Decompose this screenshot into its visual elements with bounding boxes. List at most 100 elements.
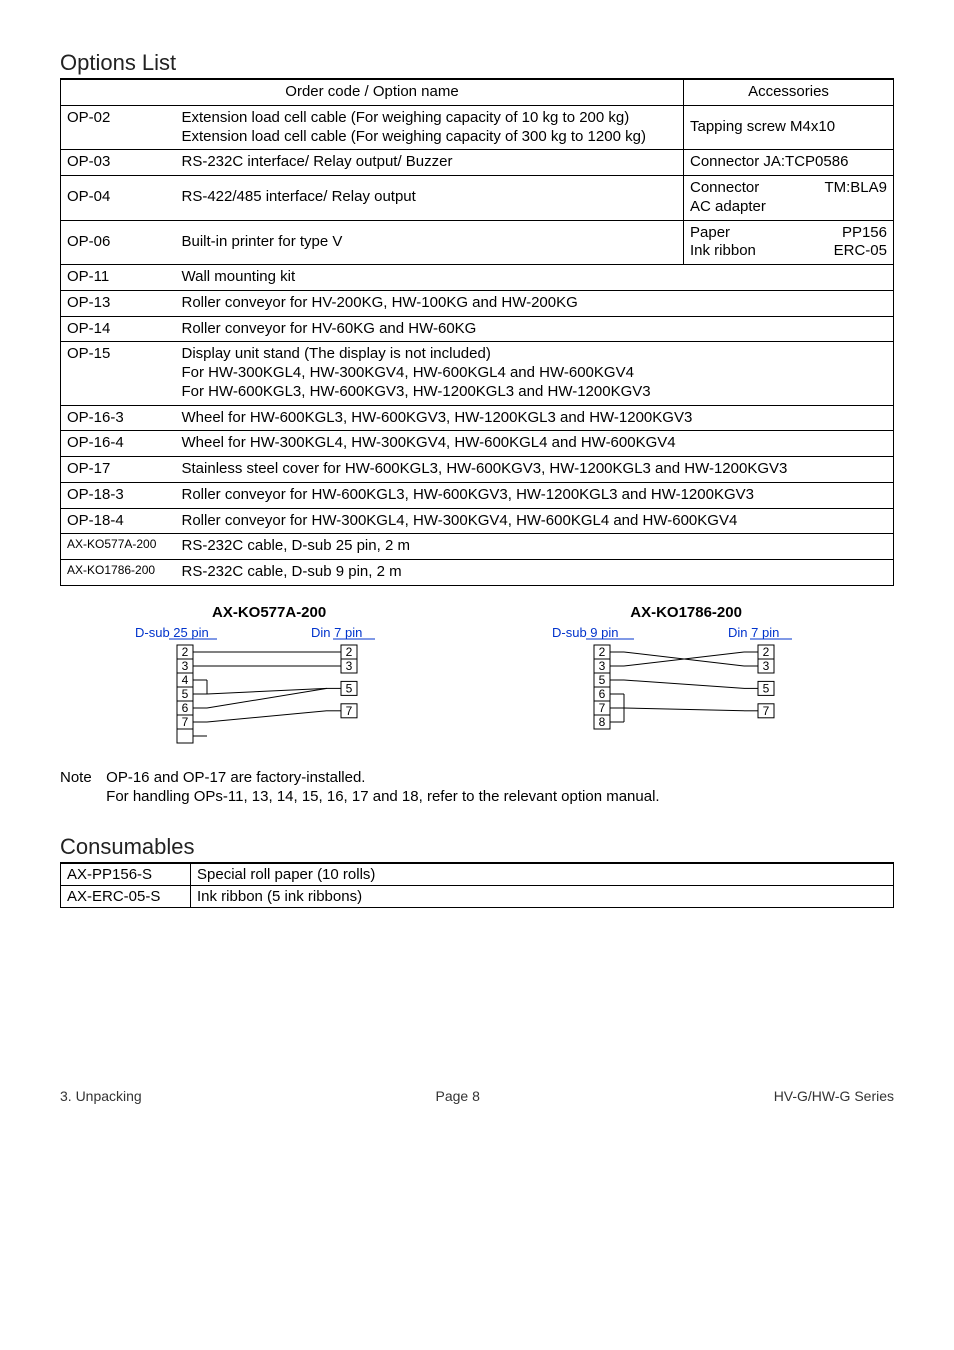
option-desc: RS-232C cable, D-sub 9 pin, 2 m <box>176 560 894 586</box>
option-code: OP-18-3 <box>61 482 176 508</box>
table-row: AX-KO1786-200RS-232C cable, D-sub 9 pin,… <box>61 560 894 586</box>
svg-text:7: 7 <box>181 715 188 729</box>
option-code: OP-17 <box>61 457 176 483</box>
option-code: AX-KO1786-200 <box>61 560 176 586</box>
svg-text:3: 3 <box>598 659 605 673</box>
consumable-code: AX-PP156-S <box>61 864 191 886</box>
option-desc: Roller conveyor for HW-600KGL3, HW-600KG… <box>176 482 894 508</box>
note-line1: OP-16 and OP-17 are factory-installed. <box>106 769 365 786</box>
consumables-table: AX-PP156-SSpecial roll paper (10 rolls)A… <box>60 863 894 908</box>
table-row: AX-KO577A-200RS-232C cable, D-sub 25 pin… <box>61 534 894 560</box>
table-row: OP-18-4Roller conveyor for HW-300KGL4, H… <box>61 508 894 534</box>
table-row: OP-14Roller conveyor for HV-60KG and HW-… <box>61 316 894 342</box>
svg-text:D-sub 9 pin: D-sub 9 pin <box>552 625 618 640</box>
option-code: OP-15 <box>61 342 176 405</box>
option-accessory: Tapping screw M4x10 <box>684 105 894 150</box>
footer-mid: Page 8 <box>436 1088 480 1104</box>
svg-text:2: 2 <box>598 645 605 659</box>
options-table: Order code / Option nameAccessoriesOP-02… <box>60 79 894 586</box>
option-desc: Extension load cell cable (For weighing … <box>176 105 684 150</box>
table-row: OP-03RS-232C interface/ Relay output/ Bu… <box>61 150 894 176</box>
svg-text:5: 5 <box>181 687 188 701</box>
cable-diagram-right: D-sub 9 pinDin 7 pin2356782357 <box>546 625 826 755</box>
option-desc: Wall mounting kit <box>176 265 894 291</box>
svg-text:Din 7 pin: Din 7 pin <box>311 625 362 640</box>
svg-text:2: 2 <box>181 645 188 659</box>
option-desc: Wheel for HW-600KGL3, HW-600KGV3, HW-120… <box>176 405 894 431</box>
cable-titles: AX-KO577A-200 AX-KO1786-200 <box>60 604 894 621</box>
options-list-heading: Options List <box>60 50 894 79</box>
svg-text:5: 5 <box>762 681 769 695</box>
option-desc: RS-232C cable, D-sub 25 pin, 2 m <box>176 534 894 560</box>
table-row: AX-PP156-SSpecial roll paper (10 rolls) <box>61 864 894 886</box>
svg-text:3: 3 <box>345 659 352 673</box>
svg-text:Din 7 pin: Din 7 pin <box>728 625 779 640</box>
option-code: AX-KO577A-200 <box>61 534 176 560</box>
table-row: OP-06Built-in printer for type VPaperPP1… <box>61 220 894 265</box>
options-header-left: Order code / Option name <box>61 80 684 106</box>
option-desc: Wheel for HW-300KGL4, HW-300KGV4, HW-600… <box>176 431 894 457</box>
svg-text:3: 3 <box>762 659 769 673</box>
option-desc: Display unit stand (The display is not i… <box>176 342 894 405</box>
footer-left: 3. Unpacking <box>60 1088 142 1104</box>
options-title: Options List <box>60 50 894 76</box>
cable-left-title: AX-KO577A-200 <box>212 604 326 621</box>
option-code: OP-03 <box>61 150 176 176</box>
table-row: OP-18-3Roller conveyor for HW-600KGL3, H… <box>61 482 894 508</box>
table-row: AX-ERC-05-SInk ribbon (5 ink ribbons) <box>61 886 894 908</box>
svg-text:6: 6 <box>598 687 605 701</box>
svg-text:3: 3 <box>181 659 188 673</box>
note-block: Note OP-16 and OP-17 are factory-install… <box>60 769 894 807</box>
consumable-desc: Ink ribbon (5 ink ribbons) <box>191 886 894 908</box>
svg-text:4: 4 <box>181 673 188 687</box>
option-accessory: ConnectorTM:BLA9AC adapter <box>684 176 894 221</box>
option-desc: Roller conveyor for HW-300KGL4, HW-300KG… <box>176 508 894 534</box>
option-code: OP-11 <box>61 265 176 291</box>
option-desc: Roller conveyor for HV-60KG and HW-60KG <box>176 316 894 342</box>
option-accessory: Connector JA:TCP0586 <box>684 150 894 176</box>
option-code: OP-18-4 <box>61 508 176 534</box>
table-row: OP-16-3Wheel for HW-600KGL3, HW-600KGV3,… <box>61 405 894 431</box>
note-label: Note <box>60 769 102 788</box>
option-code: OP-13 <box>61 290 176 316</box>
consumables-title: Consumables <box>60 834 894 860</box>
table-row: OP-16-4Wheel for HW-300KGL4, HW-300KGV4,… <box>61 431 894 457</box>
options-header-right: Accessories <box>684 80 894 106</box>
svg-text:2: 2 <box>762 645 769 659</box>
option-code: OP-02 <box>61 105 176 150</box>
table-row: OP-04RS-422/485 interface/ Relay outputC… <box>61 176 894 221</box>
svg-text:7: 7 <box>345 704 352 718</box>
note-line2: For handling OPs-11, 13, 14, 15, 16, 17 … <box>106 788 659 805</box>
table-row: OP-02Extension load cell cable (For weig… <box>61 105 894 150</box>
svg-text:2: 2 <box>345 645 352 659</box>
svg-text:8: 8 <box>598 715 605 729</box>
svg-text:5: 5 <box>598 673 605 687</box>
consumable-code: AX-ERC-05-S <box>61 886 191 908</box>
option-code: OP-16-3 <box>61 405 176 431</box>
cable-right-title: AX-KO1786-200 <box>630 604 742 621</box>
footer-right: HV-G/HW-G Series <box>774 1088 894 1104</box>
consumable-desc: Special roll paper (10 rolls) <box>191 864 894 886</box>
option-code: OP-14 <box>61 316 176 342</box>
option-desc: RS-232C interface/ Relay output/ Buzzer <box>176 150 684 176</box>
table-row: OP-17Stainless steel cover for HW-600KGL… <box>61 457 894 483</box>
table-row: OP-15Display unit stand (The display is … <box>61 342 894 405</box>
cable-diagram-left: D-sub 25 pinDin 7 pin2345672357 <box>129 625 409 755</box>
table-row: OP-13Roller conveyor for HV-200KG, HW-10… <box>61 290 894 316</box>
table-row: OP-11Wall mounting kit <box>61 265 894 291</box>
option-code: OP-06 <box>61 220 176 265</box>
svg-text:6: 6 <box>181 701 188 715</box>
svg-text:5: 5 <box>345 681 352 695</box>
option-desc: RS-422/485 interface/ Relay output <box>176 176 684 221</box>
option-desc: Roller conveyor for HV-200KG, HW-100KG a… <box>176 290 894 316</box>
svg-text:7: 7 <box>598 701 605 715</box>
option-desc: Stainless steel cover for HW-600KGL3, HW… <box>176 457 894 483</box>
svg-text:7: 7 <box>762 704 769 718</box>
consumables-heading: Consumables <box>60 834 894 863</box>
option-accessory: PaperPP156Ink ribbonERC-05 <box>684 220 894 265</box>
option-code: OP-04 <box>61 176 176 221</box>
cable-diagrams: D-sub 25 pinDin 7 pin2345672357 D-sub 9 … <box>60 625 894 755</box>
option-code: OP-16-4 <box>61 431 176 457</box>
page-footer: 3. Unpacking Page 8 HV-G/HW-G Series <box>60 1088 894 1104</box>
option-desc: Built-in printer for type V <box>176 220 684 265</box>
